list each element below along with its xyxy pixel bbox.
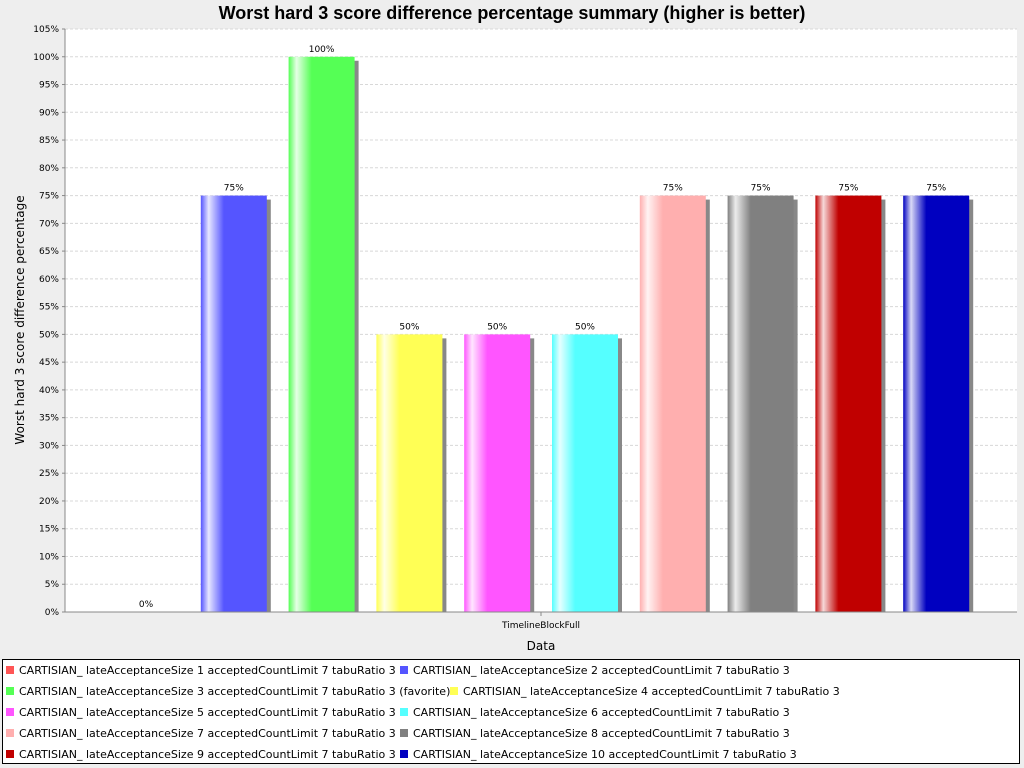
legend-swatch — [6, 729, 14, 737]
chart-title: Worst hard 3 score difference percentage… — [218, 3, 806, 23]
legend-label: CARTISIAN_ lateAcceptanceSize 4 accepted… — [463, 685, 840, 698]
bar — [288, 56, 355, 613]
legend-label: CARTISIAN_ lateAcceptanceSize 1 accepted… — [19, 664, 396, 677]
bar — [200, 195, 267, 613]
legend-label: CARTISIAN_ lateAcceptanceSize 10 accepte… — [413, 748, 797, 761]
y-tick-label: 25% — [39, 469, 59, 479]
y-tick-label: 90% — [39, 108, 59, 118]
y-tick-label: 40% — [39, 386, 59, 396]
legend-item: CARTISIAN_ lateAcceptanceSize 9 accepted… — [6, 749, 396, 761]
legend-swatch — [6, 708, 14, 716]
y-tick-label: 10% — [39, 552, 59, 562]
bar-value-label: 0% — [139, 600, 154, 610]
y-tick-label: 85% — [39, 136, 59, 146]
legend-item: CARTISIAN_ lateAcceptanceSize 7 accepted… — [6, 728, 396, 740]
bar-value-label: 50% — [575, 322, 595, 332]
legend-swatch — [400, 750, 408, 758]
bar-value-label: 75% — [926, 184, 946, 194]
bar — [903, 195, 970, 613]
bar-value-label: 75% — [751, 184, 771, 194]
bar-value-label: 50% — [487, 322, 507, 332]
legend-label: CARTISIAN_ lateAcceptanceSize 9 accepted… — [19, 748, 396, 761]
bar-value-label: 75% — [224, 184, 244, 194]
bar — [815, 195, 882, 613]
y-tick-label: 0% — [45, 608, 60, 618]
x-axis-label: Data — [527, 639, 556, 653]
legend-item: CARTISIAN_ lateAcceptanceSize 4 accepted… — [450, 686, 840, 698]
legend-item: CARTISIAN_ lateAcceptanceSize 6 accepted… — [400, 707, 790, 719]
legend-swatch — [6, 687, 14, 695]
legend-item: CARTISIAN_ lateAcceptanceSize 5 accepted… — [6, 707, 396, 719]
bar — [639, 195, 706, 613]
bar-value-label: 75% — [838, 184, 858, 194]
bar — [552, 334, 618, 612]
legend-swatch — [400, 666, 408, 674]
y-tick-label: 80% — [39, 164, 59, 174]
legend-label: CARTISIAN_ lateAcceptanceSize 7 accepted… — [19, 727, 396, 740]
legend-swatch — [6, 750, 14, 758]
y-tick-label: 95% — [39, 81, 59, 91]
bars: 0% 75% 100% 50% 50% 50% 75% 75% 75% 75% — [139, 45, 974, 613]
y-tick-label: 30% — [39, 441, 59, 451]
legend-item: CARTISIAN_ lateAcceptanceSize 8 accepted… — [400, 728, 790, 740]
x-tick-label: TimelineBlockFull — [501, 621, 580, 631]
bar — [727, 195, 794, 613]
legend-swatch — [6, 666, 14, 674]
legend-label: CARTISIAN_ lateAcceptanceSize 5 accepted… — [19, 706, 396, 719]
bar — [376, 334, 443, 612]
y-tick-label: 45% — [39, 358, 59, 368]
legend-label: CARTISIAN_ lateAcceptanceSize 8 accepted… — [413, 727, 790, 740]
legend-swatch — [400, 729, 408, 737]
legend-label: CARTISIAN_ lateAcceptanceSize 6 accepted… — [413, 706, 790, 719]
y-tick-label: 100% — [33, 53, 59, 63]
y-axis-ticks: 0% 5% 10% 15% 20% 25% 30% 35% 40% 45% 50% 55% 60% 65%… — [33, 25, 65, 618]
y-tick-label: 60% — [39, 275, 59, 285]
legend-label: CARTISIAN_ lateAcceptanceSize 2 accepted… — [413, 664, 790, 677]
legend: CARTISIAN_ lateAcceptanceSize 1 accepted… — [2, 659, 1020, 764]
legend-item: CARTISIAN_ lateAcceptanceSize 1 accepted… — [6, 665, 396, 677]
bar-value-label: 100% — [309, 45, 335, 55]
y-tick-label: 20% — [39, 497, 59, 507]
y-tick-label: 75% — [39, 192, 59, 202]
bar-value-label: 50% — [399, 322, 419, 332]
y-tick-label: 15% — [39, 525, 59, 535]
y-tick-label: 5% — [45, 580, 60, 590]
legend-item: CARTISIAN_ lateAcceptanceSize 2 accepted… — [400, 665, 790, 677]
y-tick-label: 105% — [33, 25, 59, 35]
legend-item: CARTISIAN_ lateAcceptanceSize 3 accepted… — [6, 686, 450, 698]
y-tick-label: 55% — [39, 303, 59, 313]
y-tick-label: 35% — [39, 414, 59, 424]
legend-item: CARTISIAN_ lateAcceptanceSize 10 accepte… — [400, 749, 797, 761]
gridlines — [65, 28, 1017, 585]
bar-chart: 0% 5% 10% 15% 20% 25% 30% 35% 40% 45% 50% 55% 60% 65%… — [13, 25, 1017, 653]
legend-label: CARTISIAN_ lateAcceptanceSize 3 accepted… — [19, 685, 451, 698]
legend-swatch — [450, 687, 458, 695]
y-tick-label: 50% — [39, 330, 59, 340]
y-tick-label: 70% — [39, 219, 59, 229]
bar — [464, 334, 531, 612]
y-tick-label: 65% — [39, 247, 59, 257]
legend-swatch — [400, 708, 408, 716]
y-axis-label: Worst hard 3 score difference percentage — [13, 195, 27, 444]
bar-value-label: 75% — [663, 184, 683, 194]
